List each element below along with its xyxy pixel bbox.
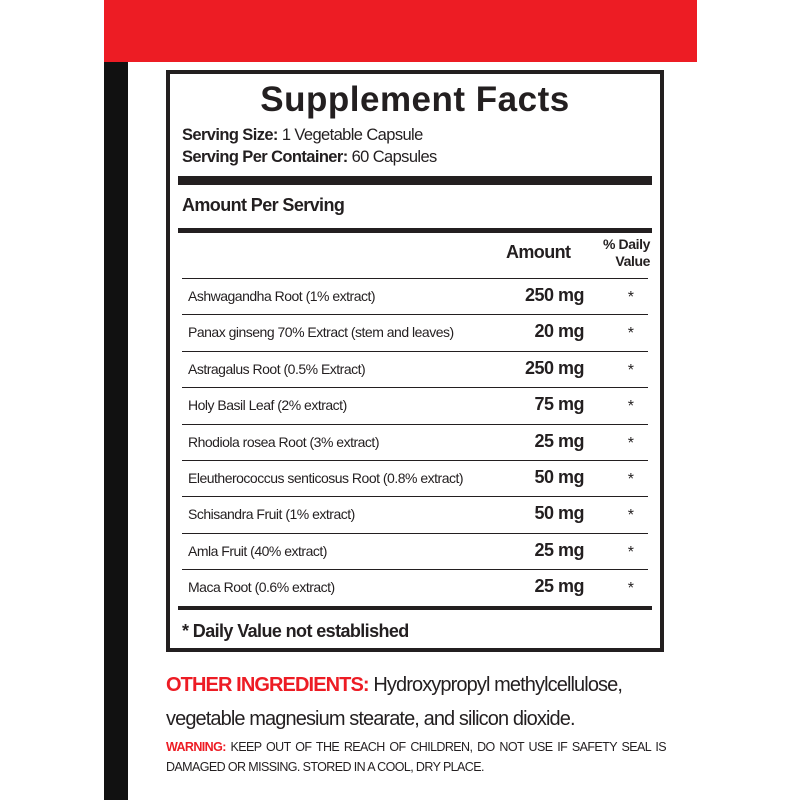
other-ingredients-text: Hydroxypropyl methylcellulose, vegetable… — [166, 674, 623, 730]
ingredient-name: Amla Fruit (40% extract) — [188, 542, 327, 559]
panel-title: Supplement Facts — [260, 80, 570, 119]
other-ingredients-label: OTHER INGREDIENTS: — [166, 674, 370, 696]
divider-bottom — [178, 606, 652, 610]
ingredient-name: Rhodiola rosea Root (3% extract) — [188, 433, 380, 450]
ingredient-name: Maca Root (0.6% extract) — [188, 579, 335, 596]
column-header-amount: Amount — [506, 242, 571, 262]
warning: WARNING: KEEP OUT OF THE REACH OF CHILDR… — [166, 737, 667, 777]
table-row: Panax ginseng 70% Extract (stem and leav… — [182, 314, 648, 350]
dv-header-line1: % Daily — [603, 236, 650, 252]
ingredient-dv: * — [627, 361, 634, 379]
serving-size-value: 1 Vegetable Capsule — [281, 126, 423, 144]
ingredient-amount: 25 mg — [534, 539, 584, 560]
ingredient-dv: * — [627, 580, 634, 598]
supplement-facts-panel: Supplement Facts Serving Size: 1 Vegetab… — [166, 70, 664, 652]
red-header-band — [104, 0, 697, 62]
servings-label: Serving Per Container: — [182, 148, 348, 166]
column-header-daily-value: % Daily Value — [603, 236, 650, 270]
warning-label: WARNING: — [166, 740, 226, 754]
table-row: Astragalus Root (0.5% Extract) 250 mg * — [182, 350, 648, 387]
ingredient-amount: 20 mg — [534, 321, 584, 342]
black-side-bar — [104, 62, 128, 800]
table-row: Schisandra Fruit (1% extract) 50 mg * — [182, 496, 648, 532]
table-row: Maca Root (0.6% extract) 25 mg * — [182, 569, 648, 605]
ingredient-amount: 250 mg — [524, 357, 585, 378]
ingredient-amount: 50 mg — [534, 503, 584, 524]
serving-size-label: Serving Size: — [182, 126, 278, 144]
ingredient-name: Panax ginseng 70% Extract (stem and leav… — [188, 324, 454, 341]
ingredient-name: Astragalus Root (0.5% Extract) — [188, 360, 366, 377]
ingredient-amount: 75 mg — [534, 394, 584, 415]
table-row: Eleutherococcus senticosus Root (0.8% ex… — [182, 459, 648, 496]
footnote: * Daily Value not established — [182, 621, 409, 641]
ingredient-dv: * — [627, 434, 634, 452]
ingredient-name: Holy Basil Leaf (2% extract) — [188, 397, 347, 414]
serving-info: Serving Size: 1 Vegetable Capsule Servin… — [182, 124, 437, 168]
divider-medium — [178, 228, 652, 233]
ingredient-amount: 250 mg — [524, 285, 585, 305]
ingredient-dv: * — [627, 543, 634, 561]
table-row: Holy Basil Leaf (2% extract) 75 mg * — [182, 387, 648, 423]
ingredient-name: Eleutherococcus senticosus Root (0.8% ex… — [188, 469, 464, 486]
ingredient-name: Ashwagandha Root (1% extract) — [188, 288, 376, 304]
ingredient-amount: 25 mg — [534, 576, 584, 597]
divider-thick — [178, 176, 652, 185]
ingredient-dv: * — [627, 398, 634, 416]
ingredient-dv: * — [627, 507, 634, 525]
amount-per-serving: Amount Per Serving — [182, 195, 345, 215]
table-row: Ashwagandha Root (1% extract) 250 mg * — [182, 278, 648, 314]
warning-text: KEEP OUT OF THE REACH OF CHILDREN, DO NO… — [166, 740, 667, 774]
ingredient-table: Ashwagandha Root (1% extract) 250 mg * Pan… — [182, 278, 648, 606]
ingredient-dv: * — [627, 470, 634, 488]
ingredient-dv: * — [627, 289, 634, 306]
dv-header-line2: Value — [615, 253, 650, 269]
table-row: Rhodiola rosea Root (3% extract) 25 mg * — [182, 423, 648, 460]
servings-value: 60 Capsules — [351, 148, 438, 166]
ingredient-name: Schisandra Fruit (1% extract) — [188, 506, 355, 523]
ingredient-amount: 50 mg — [534, 466, 584, 487]
ingredient-dv: * — [627, 325, 634, 343]
table-row: Amla Fruit (40% extract) 25 mg * — [182, 532, 648, 569]
other-ingredients: OTHER INGREDIENTS: Hydroxypropyl methylc… — [166, 668, 686, 736]
ingredient-amount: 25 mg — [534, 430, 584, 451]
